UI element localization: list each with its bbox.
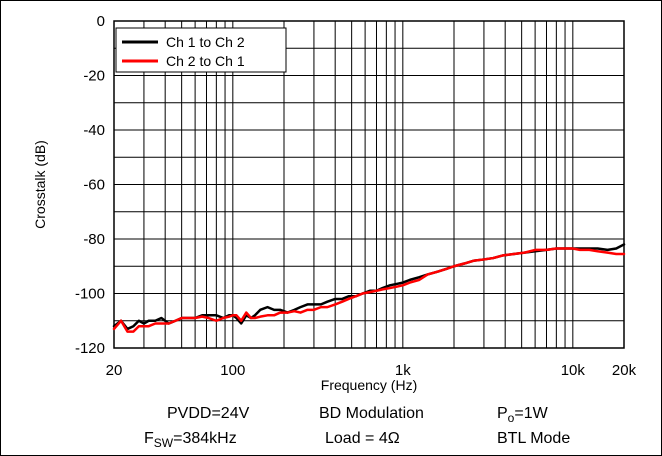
y-tick-label: -120 xyxy=(75,340,105,357)
condition-load: Load = 4Ω xyxy=(325,430,400,447)
series-line-ch1-to-ch2 xyxy=(112,243,626,331)
condition-switching-frequency: FSW=384kHz xyxy=(144,430,237,450)
condition-pvdd: PVDD=24V xyxy=(167,405,250,422)
legend-label-ch1-to-ch2: Ch 1 to Ch 2 xyxy=(166,34,245,50)
x-axis-label: Frequency (Hz) xyxy=(321,377,417,393)
series-line-ch2-to-ch1 xyxy=(112,247,626,333)
legend-box xyxy=(115,27,287,73)
condition-fsw-subscript: SW xyxy=(154,436,174,450)
y-tick-label: 0 xyxy=(97,13,105,30)
y-tick-label: -80 xyxy=(83,231,105,248)
test-conditions: PVDD=24V BD Modulation Po=1W FSW=384kHz … xyxy=(144,405,570,450)
y-tick-label: -60 xyxy=(83,177,105,194)
x-tick-label: 20k xyxy=(612,362,637,379)
y-tick-label: -20 xyxy=(83,68,105,85)
y-tick-labels: 0 -20 -40 -60 -80 -100 -120 xyxy=(75,13,105,357)
condition-output-power-prefix: P xyxy=(497,405,508,422)
grid xyxy=(114,21,624,348)
condition-mode: BTL Mode xyxy=(497,430,570,447)
condition-fsw-prefix: F xyxy=(144,430,154,447)
series-layer xyxy=(112,243,626,333)
x-tick-label: 100 xyxy=(220,362,245,379)
condition-modulation: BD Modulation xyxy=(319,405,424,422)
x-tick-label: 1k xyxy=(395,362,411,379)
condition-output-power-suffix: =1W xyxy=(514,405,548,422)
y-tick-label: -100 xyxy=(75,286,105,303)
x-tick-labels: 20 100 1k 10k 20k xyxy=(106,362,637,379)
condition-output-power-subscript: o xyxy=(508,411,515,425)
condition-fsw-suffix: =384kHz xyxy=(173,430,237,447)
y-tick-label: -40 xyxy=(83,122,105,139)
y-axis-label: Crosstalk (dB) xyxy=(32,140,48,229)
x-tick-label: 20 xyxy=(106,362,123,379)
legend: Ch 1 to Ch 2 Ch 2 to Ch 1 xyxy=(115,27,287,73)
x-tick-label: 10k xyxy=(561,362,586,379)
plot-border xyxy=(113,20,625,349)
legend-label-ch2-to-ch1: Ch 2 to Ch 1 xyxy=(166,53,245,69)
condition-output-power: Po=1W xyxy=(497,405,549,425)
